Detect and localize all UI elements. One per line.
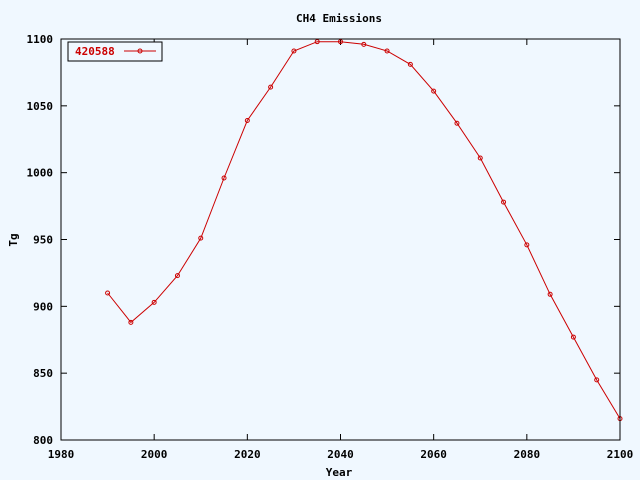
y-tick-label: 900 <box>33 300 53 313</box>
series-line <box>107 41 621 419</box>
data-point <box>477 155 483 161</box>
series-layer <box>105 39 623 422</box>
x-tick-label: 2000 <box>141 448 168 461</box>
data-point <box>431 88 437 94</box>
x-tick-label: 1980 <box>48 448 75 461</box>
legend-marker <box>137 48 143 54</box>
data-point <box>454 120 460 126</box>
data-point <box>221 175 227 181</box>
data-point <box>128 319 134 325</box>
data-point <box>570 334 576 340</box>
y-axis-label: Tg <box>7 233 20 246</box>
x-tick-label: 2060 <box>420 448 447 461</box>
x-tick-label: 2020 <box>234 448 261 461</box>
x-axis-label: Year <box>326 466 353 479</box>
data-point <box>338 39 343 45</box>
data-point <box>361 41 367 47</box>
data-point <box>407 61 413 67</box>
data-point <box>501 199 507 205</box>
data-point <box>244 118 250 124</box>
legend: 420588 <box>67 41 163 62</box>
x-tick-label: 2080 <box>514 448 541 461</box>
plot-frame <box>60 38 621 441</box>
data-point <box>594 377 600 383</box>
y-tick-label: 1000 <box>27 167 54 180</box>
y-tick-label: 1050 <box>27 100 54 113</box>
data-point <box>291 48 297 54</box>
data-point <box>198 235 204 241</box>
data-point <box>547 291 553 297</box>
x-tick-label: 2040 <box>327 448 354 461</box>
x-tick-label: 2100 <box>607 448 634 461</box>
data-point <box>268 84 274 90</box>
data-point <box>174 273 180 279</box>
axis-ticks: 1980 2000 2020 2040 2060 2080 2100 800 850 900 950… <box>27 33 634 461</box>
y-tick-label: 1100 <box>27 33 54 46</box>
data-point <box>524 242 530 248</box>
data-point <box>105 290 111 296</box>
data-point <box>314 39 320 45</box>
data-point <box>384 48 390 54</box>
y-tick-label: 950 <box>33 234 53 247</box>
legend-box <box>67 41 163 62</box>
data-point <box>151 299 157 305</box>
y-tick-label: 850 <box>33 367 53 380</box>
y-tick-label: 800 <box>33 434 53 447</box>
chart-title: CH4 Emissions <box>296 12 382 25</box>
legend-label: 420588 <box>75 45 115 58</box>
